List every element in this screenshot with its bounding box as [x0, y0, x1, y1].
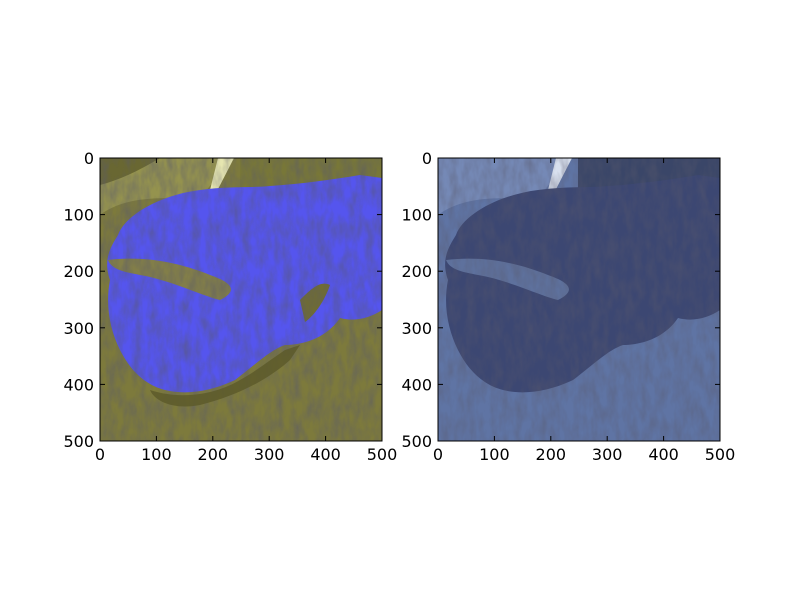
right-image-panel — [438, 158, 720, 441]
right-x-tick-label: 100 — [479, 445, 510, 464]
right-axes-frame — [437, 157, 721, 442]
left-y-tick-label: 0 — [84, 149, 94, 168]
left-y-tick-label: 400 — [63, 375, 94, 394]
right-y-tick-label: 200 — [401, 262, 432, 281]
left-image-panel — [100, 158, 382, 441]
left-x-tick-label: 400 — [310, 445, 341, 464]
right-terrain-texture — [438, 158, 720, 441]
right-y-tick-label: 400 — [401, 375, 432, 394]
right-y-tick-label: 100 — [401, 206, 432, 225]
left-terrain-texture — [100, 158, 382, 441]
left-y-tick-label: 100 — [63, 206, 94, 225]
left-south-coast-shadow — [150, 345, 300, 407]
right-y-tick-label: 300 — [401, 319, 432, 338]
right-x-tick-label: 200 — [536, 445, 567, 464]
right-y-tick-label: 0 — [422, 149, 432, 168]
left-y-tick-label: 300 — [63, 319, 94, 338]
right-x-tick-label: 0 — [433, 445, 443, 464]
right-x-tick-label: 400 — [648, 445, 679, 464]
left-x-tick-label: 200 — [198, 445, 229, 464]
left-x-tick-label: 0 — [95, 445, 105, 464]
left-y-tick-label: 200 — [63, 262, 94, 281]
right-y-tick-label: 500 — [401, 432, 432, 451]
left-y-tick-label: 500 — [63, 432, 94, 451]
left-x-tick-label: 300 — [254, 445, 285, 464]
left-x-tick-label: 100 — [141, 445, 172, 464]
right-x-tick-label: 300 — [592, 445, 623, 464]
left-axes-frame — [99, 157, 383, 442]
right-x-tick-label: 500 — [705, 445, 736, 464]
left-x-tick-label: 500 — [367, 445, 398, 464]
